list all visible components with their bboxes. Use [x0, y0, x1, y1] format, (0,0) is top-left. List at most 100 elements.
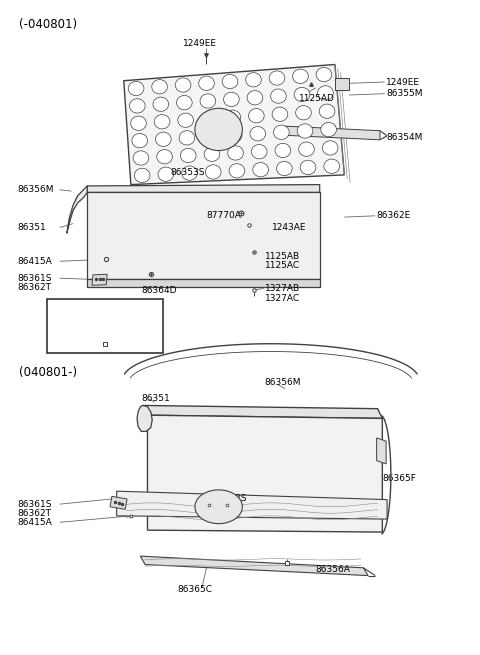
Text: 1125AD: 1125AD	[300, 94, 335, 103]
Ellipse shape	[246, 73, 261, 87]
Ellipse shape	[229, 164, 245, 178]
Text: 86362T: 86362T	[17, 284, 51, 292]
Text: 87770A: 87770A	[207, 212, 241, 220]
Text: 86353S: 86353S	[213, 494, 247, 503]
Ellipse shape	[202, 111, 217, 126]
Ellipse shape	[249, 109, 264, 123]
Ellipse shape	[182, 166, 197, 180]
Ellipse shape	[130, 99, 145, 113]
Text: (040801-): (040801-)	[19, 366, 77, 379]
Ellipse shape	[134, 168, 150, 183]
Ellipse shape	[274, 125, 289, 140]
Text: 86365F: 86365F	[383, 474, 416, 483]
Ellipse shape	[195, 108, 242, 151]
Polygon shape	[137, 405, 152, 432]
Text: 86356M: 86356M	[264, 377, 301, 386]
Ellipse shape	[132, 134, 147, 148]
Ellipse shape	[133, 151, 149, 165]
Text: 86415A: 86415A	[17, 257, 52, 266]
Ellipse shape	[247, 90, 263, 105]
Polygon shape	[87, 193, 320, 279]
Text: 86361S: 86361S	[17, 274, 51, 283]
Polygon shape	[335, 78, 349, 90]
Text: 86356A: 86356A	[315, 565, 350, 574]
Text: 86354M: 86354M	[386, 133, 422, 141]
Ellipse shape	[175, 78, 191, 92]
Text: 1249EE: 1249EE	[183, 39, 216, 48]
Text: 86363M: 86363M	[86, 328, 123, 337]
Text: (20001222-): (20001222-)	[72, 307, 138, 317]
Ellipse shape	[199, 76, 215, 90]
Ellipse shape	[179, 131, 195, 145]
Text: 86356M: 86356M	[17, 185, 53, 195]
Ellipse shape	[324, 159, 339, 174]
Text: 86351: 86351	[142, 394, 170, 403]
Text: 86351: 86351	[17, 223, 46, 232]
Ellipse shape	[252, 145, 267, 159]
Ellipse shape	[204, 147, 220, 161]
Ellipse shape	[276, 161, 292, 176]
Ellipse shape	[318, 86, 333, 100]
Polygon shape	[377, 438, 386, 464]
Ellipse shape	[316, 67, 332, 82]
Ellipse shape	[154, 115, 170, 129]
Ellipse shape	[153, 97, 168, 111]
Ellipse shape	[228, 146, 243, 160]
Ellipse shape	[253, 162, 268, 177]
Ellipse shape	[269, 71, 285, 85]
Text: 86363M: 86363M	[90, 300, 126, 309]
Ellipse shape	[250, 126, 265, 141]
Polygon shape	[117, 491, 387, 519]
Ellipse shape	[323, 141, 338, 155]
Ellipse shape	[203, 129, 218, 143]
Ellipse shape	[272, 107, 288, 121]
Polygon shape	[110, 496, 127, 510]
Text: 86415A: 86415A	[17, 518, 52, 527]
Text: 86362T: 86362T	[17, 509, 51, 517]
Ellipse shape	[200, 94, 216, 108]
Ellipse shape	[294, 87, 310, 102]
Ellipse shape	[319, 104, 335, 119]
Ellipse shape	[195, 490, 242, 523]
Polygon shape	[92, 274, 107, 286]
Text: 1327AC: 1327AC	[265, 294, 300, 303]
Ellipse shape	[205, 165, 221, 179]
Polygon shape	[87, 279, 320, 288]
Ellipse shape	[131, 116, 146, 130]
Ellipse shape	[271, 89, 286, 103]
Text: 1249EE: 1249EE	[386, 77, 420, 86]
Ellipse shape	[224, 92, 239, 107]
Text: (-20001222): (-20001222)	[84, 310, 139, 319]
Ellipse shape	[180, 148, 196, 162]
Ellipse shape	[156, 132, 171, 147]
Ellipse shape	[321, 122, 336, 137]
Text: 86355M: 86355M	[386, 89, 422, 98]
Text: 86361S: 86361S	[17, 500, 51, 509]
Ellipse shape	[222, 75, 238, 88]
Ellipse shape	[128, 81, 144, 96]
Ellipse shape	[225, 110, 240, 124]
Text: 1125AC: 1125AC	[265, 261, 300, 271]
Ellipse shape	[178, 113, 193, 127]
Polygon shape	[67, 186, 87, 233]
Ellipse shape	[152, 80, 168, 94]
Text: 1125AB: 1125AB	[265, 252, 300, 261]
Polygon shape	[147, 415, 383, 532]
FancyBboxPatch shape	[47, 299, 163, 354]
Polygon shape	[140, 556, 368, 576]
Text: 86365C: 86365C	[178, 586, 212, 594]
Ellipse shape	[158, 167, 174, 181]
Ellipse shape	[275, 143, 291, 158]
Polygon shape	[87, 185, 320, 193]
Text: H: H	[215, 124, 223, 134]
Ellipse shape	[293, 69, 308, 83]
Polygon shape	[124, 64, 344, 185]
Text: 86362E: 86362E	[377, 212, 411, 220]
Text: 86353S: 86353S	[170, 168, 205, 178]
Text: (-040801): (-040801)	[19, 18, 77, 31]
Text: 86364D: 86364D	[142, 286, 177, 295]
Polygon shape	[143, 405, 383, 419]
Ellipse shape	[299, 142, 314, 157]
Ellipse shape	[296, 105, 312, 120]
Ellipse shape	[300, 160, 316, 174]
